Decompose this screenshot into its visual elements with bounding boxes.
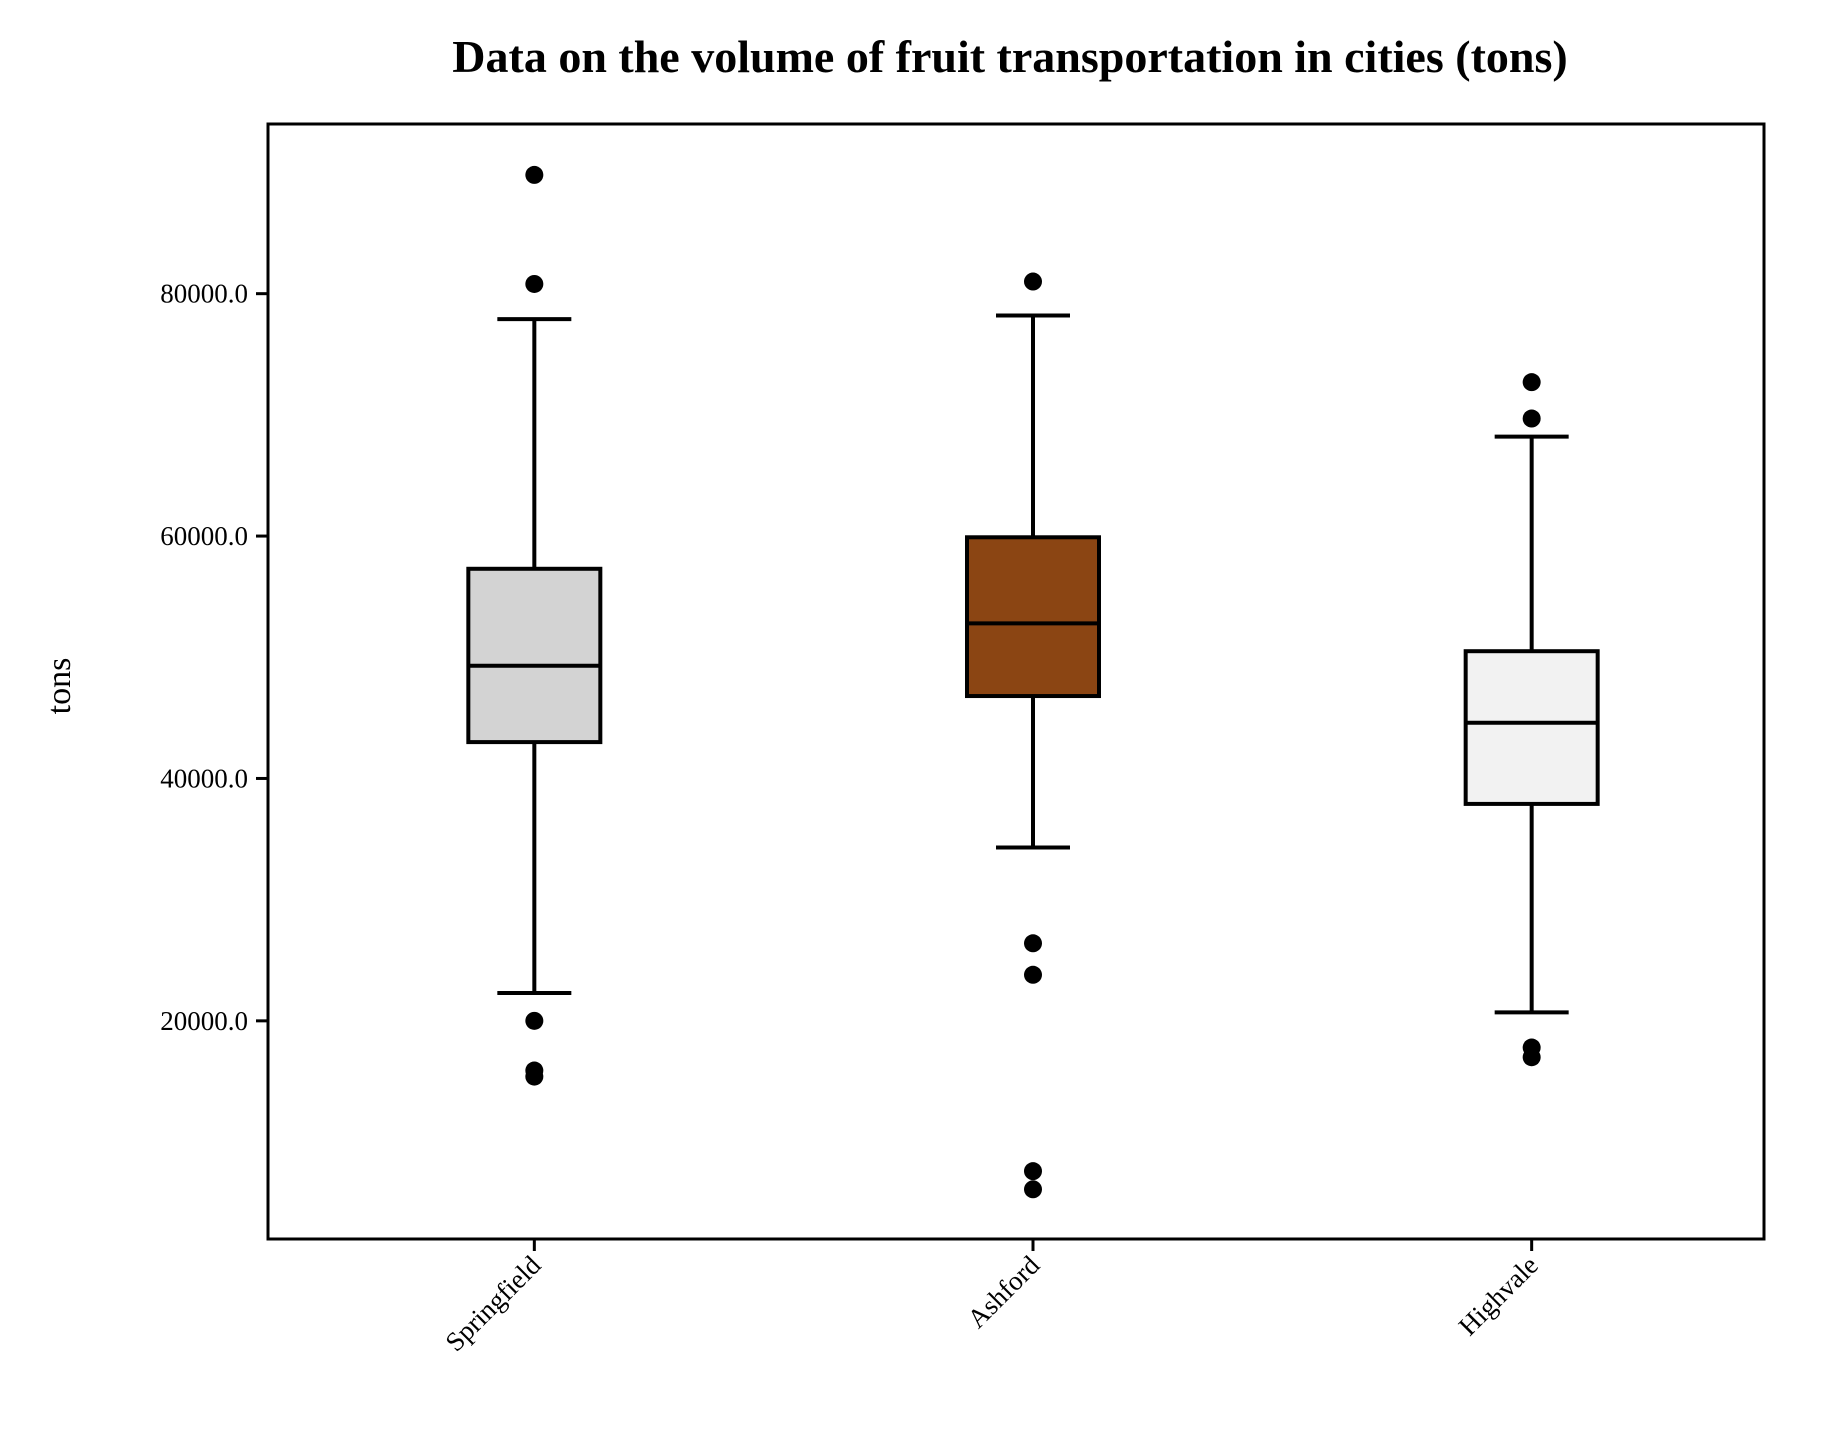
x-tick-label: Highvale [1453,1250,1544,1341]
iqr-box [466,566,603,745]
iqr-box [965,535,1101,699]
plot-area-frame [266,122,1766,1241]
outlier-point [525,1067,544,1086]
outlier-point [1522,1048,1541,1067]
outlier-point [1024,1162,1042,1181]
y-axis: 20000.0 40000.0 60000.0 80000.0 [160,279,268,1036]
y-tick-label: 60000.0 [160,521,248,551]
x-tick-label: Ashford [961,1250,1045,1334]
iqr-box [1463,649,1600,806]
box-ashford [965,272,1101,1199]
boxes-layer [466,165,1600,1199]
outlier-point [1024,934,1042,953]
x-tick-label: Springfield [439,1250,546,1357]
x-axis: Springfield Ashford Highvale [439,1239,1544,1357]
outlier-point [1024,965,1042,984]
y-tick-label: 20000.0 [160,1006,248,1036]
y-axis-label: tons [41,658,78,715]
y-tick-label: 40000.0 [160,763,248,793]
outlier-point [1024,1180,1042,1199]
y-tick-label: 80000.0 [160,279,248,309]
outlier-point [525,274,544,293]
box-springfield [466,165,603,1086]
outlier-point [525,165,544,184]
outlier-point [525,1011,544,1030]
outlier-point [1024,272,1042,291]
box-highvale [1463,373,1600,1067]
outlier-point [1522,409,1541,428]
outlier-point [1522,373,1541,392]
chart-title: Data on the volume of fruit transportati… [452,31,1567,82]
